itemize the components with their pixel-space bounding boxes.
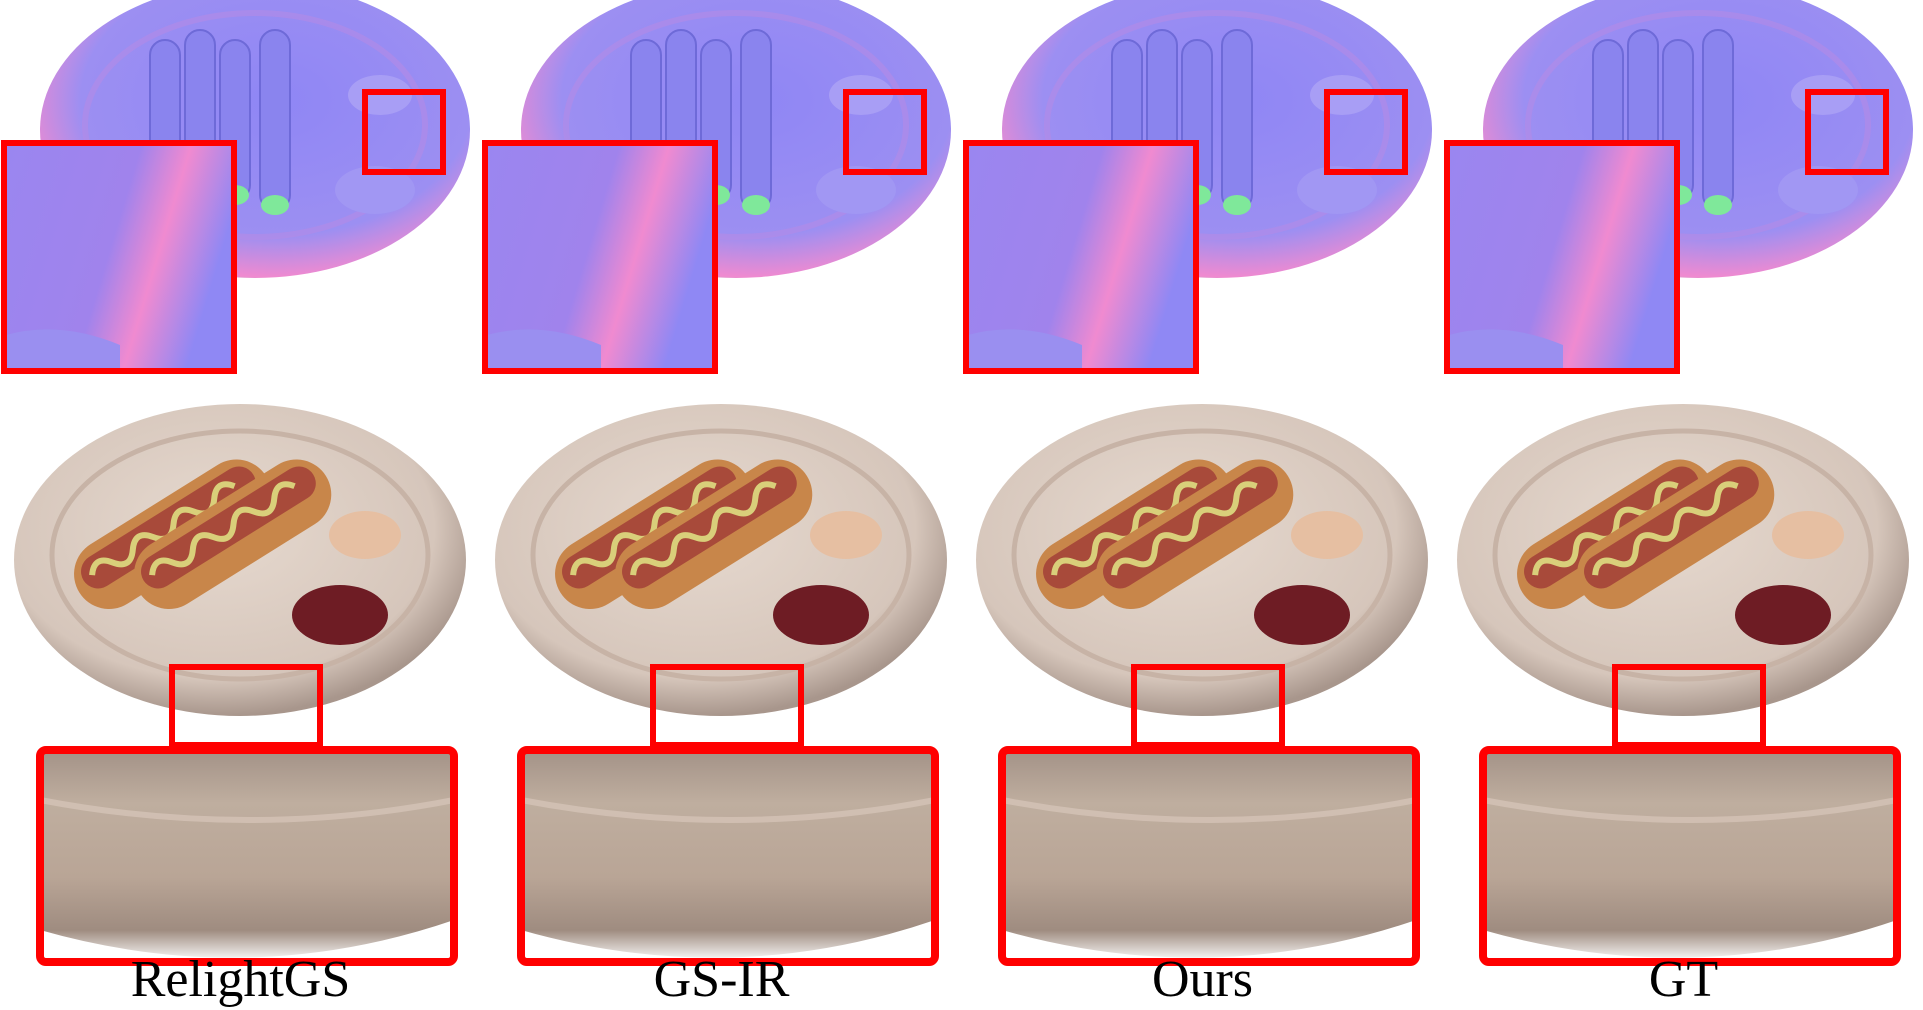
plate-rim [1011, 428, 1393, 682]
rendered-scene [14, 404, 466, 748]
zoom-border [1479, 746, 1901, 966]
column-label: RelightGS [130, 951, 351, 1008]
column-label: GT [1648, 951, 1719, 1008]
highlight-box [1612, 664, 1766, 748]
zoom-background [40, 920, 454, 962]
comparison-panel [482, 0, 951, 966]
comparison-panel [1444, 0, 1913, 966]
zoom-inset [517, 746, 939, 966]
zoom-border [482, 140, 718, 374]
normal-zoom-object [487, 329, 601, 371]
column-ours: Ours [962, 0, 1443, 1010]
hotdog [1577, 459, 1775, 609]
sauce-ketchup [1735, 585, 1831, 645]
sauce-mayo [810, 511, 882, 559]
column-gt: GT [1443, 0, 1923, 1010]
normal-sauce [1778, 166, 1858, 214]
column-label: GS-IR [653, 951, 790, 1008]
normal-hotdog-tip [1223, 195, 1251, 215]
column-label: Ours [1151, 951, 1254, 1008]
sauce-ketchup [292, 585, 388, 645]
comparison-panel [1, 0, 470, 966]
normal-sauce [335, 166, 415, 214]
normal-hotdog [740, 29, 772, 211]
zoom-inset [36, 746, 458, 966]
normal-map [1, 0, 470, 374]
zoom-border [1444, 140, 1680, 374]
highlight-box [1324, 89, 1408, 175]
zoom-rim-highlight [39, 797, 455, 823]
zoom-border [1, 140, 237, 374]
plate-rim [49, 428, 431, 682]
mustard [630, 481, 777, 576]
zoom-border [517, 746, 939, 966]
normal-plate-rim [1525, 10, 1871, 240]
hotdog [615, 459, 813, 609]
normal-hotdog-tip [742, 195, 770, 215]
highlight-box [1805, 89, 1889, 175]
highlight-box [362, 89, 446, 175]
sauce-mayo [1772, 511, 1844, 559]
highlight-box [650, 664, 804, 748]
plate-rim [1492, 428, 1874, 682]
zoom-plate [1002, 750, 1416, 962]
normal-sauce [1297, 166, 1377, 214]
rendered-scene [1457, 404, 1909, 748]
zoom-rim-highlight [520, 797, 936, 823]
sauce-mayo [329, 511, 401, 559]
normal-zoom-object [6, 329, 120, 371]
mustard [1592, 481, 1739, 576]
column-relightgs: RelightGS [0, 0, 481, 1010]
sauce-ketchup [773, 585, 869, 645]
normal-hotdog-tip [1704, 195, 1732, 215]
normal-zoom-object [968, 329, 1082, 371]
zoom-rim-highlight [1482, 797, 1898, 823]
hotdog [1096, 459, 1294, 609]
zoom-border [36, 746, 458, 966]
zoom-background [1483, 920, 1897, 962]
zoom-background [1002, 920, 1416, 962]
normal-map [482, 0, 951, 374]
zoom-inset [1479, 746, 1901, 966]
normal-map [1444, 0, 1913, 374]
normal-hotdog [1702, 29, 1734, 211]
normal-plate-rim [563, 10, 909, 240]
zoom-plate [40, 750, 454, 962]
sauce-mayo [1291, 511, 1363, 559]
comparison-panel [963, 0, 1432, 966]
normal-hotdog [1221, 29, 1253, 211]
zoom-border [963, 140, 1199, 374]
zoom-background [521, 920, 935, 962]
normal-hotdog-tip [261, 195, 289, 215]
zoom-plate [521, 750, 935, 962]
zoom-inset [998, 746, 1420, 966]
highlight-box [169, 664, 323, 748]
highlight-box [843, 89, 927, 175]
rendered-scene [976, 404, 1428, 748]
normal-plate-rim [1044, 10, 1390, 240]
zoom-rim-highlight [1001, 797, 1417, 823]
highlight-box [1131, 664, 1285, 748]
rendered-scene [495, 404, 947, 748]
mustard [149, 481, 296, 576]
normal-sauce [816, 166, 896, 214]
normal-zoom-object [1449, 329, 1563, 371]
normal-plate-rim [82, 10, 428, 240]
hotdog [134, 459, 332, 609]
column-gs-ir: GS-IR [481, 0, 962, 1010]
normal-map [963, 0, 1432, 374]
zoom-border [998, 746, 1420, 966]
sauce-ketchup [1254, 585, 1350, 645]
mustard [1111, 481, 1258, 576]
normal-hotdog [259, 29, 291, 211]
zoom-plate [1483, 750, 1897, 962]
plate-rim [530, 428, 912, 682]
